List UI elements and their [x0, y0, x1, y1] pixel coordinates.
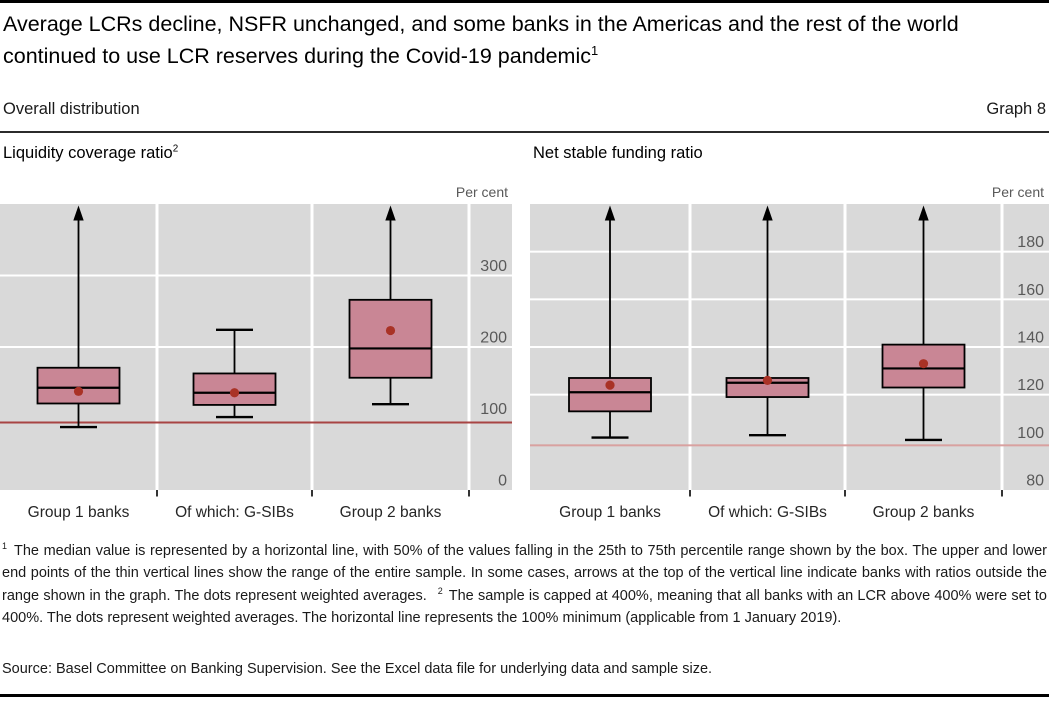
footnote-2-ref: 2 — [437, 585, 443, 596]
subtitle-label: Overall distribution — [3, 100, 140, 118]
panel-title-nsfr: Net stable funding ratio — [533, 144, 703, 163]
title-footnote-ref: 1 — [591, 42, 599, 58]
section-divider — [843, 204, 847, 490]
y-tick-label: 200 — [480, 330, 507, 347]
panel-title-lcr: Liquidity coverage ratio2 — [3, 144, 178, 163]
category-label: Of which: G-SIBs — [708, 504, 827, 521]
grid-line — [530, 346, 1049, 348]
graph-title: Average LCRs decline, NSFR unchanged, an… — [3, 9, 963, 72]
axis-tick — [844, 490, 846, 497]
panel-title-lcr-text: Liquidity coverage ratio — [3, 144, 173, 162]
section-divider — [1000, 204, 1004, 490]
header-divider — [0, 131, 1049, 133]
axis-tick — [311, 490, 313, 497]
weighted-average-dot — [73, 386, 84, 396]
iqr-box — [348, 298, 433, 379]
y-tick-label: 0 — [498, 473, 507, 490]
footnotes: 1 The median value is represented by a ho… — [2, 540, 1047, 630]
axis-tick — [468, 490, 470, 497]
source-line: Source: Basel Committee on Banking Super… — [2, 661, 713, 677]
grid-line — [0, 346, 512, 348]
category-label: Group 2 banks — [340, 504, 442, 521]
section-divider — [688, 204, 692, 490]
section-divider — [467, 204, 471, 490]
category-label: Group 2 banks — [873, 504, 975, 521]
unit-label-lcr: Per cent — [455, 184, 508, 200]
footnote-1-ref: 1 — [2, 541, 7, 552]
y-tick-label: 80 — [1026, 473, 1044, 490]
boxplot-nsfr: 80 100 120 140 160 180 Group 1 banks Of which: … — [530, 204, 1049, 521]
graph-title-text: Average LCRs decline, NSFR unchanged, an… — [3, 12, 959, 68]
section-divider — [310, 204, 314, 490]
arrow-up-icon — [918, 205, 929, 221]
arrow-up-icon — [73, 205, 84, 221]
unit-label-nsfr: Per cent — [991, 184, 1044, 200]
iqr-box — [36, 366, 121, 405]
y-tick-label: 160 — [1017, 282, 1044, 299]
axis-tick — [156, 490, 158, 497]
arrow-up-icon — [385, 205, 396, 221]
panel-title-nsfr-text: Net stable funding ratio — [533, 144, 703, 162]
axis-tick — [1001, 490, 1003, 497]
footnote-2-text: The sample is capped at 400%, meaning th… — [2, 587, 1047, 627]
grid-line — [0, 274, 512, 277]
weighted-average-dot — [762, 375, 773, 385]
category-label: Group 1 banks — [559, 504, 661, 521]
axis-tick — [689, 490, 691, 497]
y-tick-label: 140 — [1017, 330, 1044, 347]
weighted-average-dot — [385, 325, 396, 336]
section-divider — [155, 204, 159, 490]
weighted-average-dot — [605, 380, 615, 390]
arrow-up-icon — [604, 205, 616, 221]
top-rule — [0, 0, 1049, 3]
reference-line — [530, 444, 1049, 447]
subtitle-row: Overall distribution Graph 8 — [3, 100, 1046, 119]
y-tick-label: 120 — [1017, 377, 1044, 394]
weighted-average-dot — [229, 388, 240, 398]
bottom-rule — [0, 694, 1049, 697]
weighted-average-dot — [918, 359, 929, 369]
arrow-up-icon — [762, 205, 773, 221]
reference-line — [0, 421, 512, 424]
category-label: Group 1 banks — [28, 504, 130, 521]
y-tick-label: 180 — [1017, 234, 1044, 251]
y-tick-label: 100 — [1017, 425, 1044, 442]
panel-title-lcr-footnote-ref: 2 — [172, 143, 179, 155]
y-tick-label: 100 — [480, 401, 507, 418]
category-label: Of which: G-SIBs — [175, 504, 294, 521]
footnote-1-text: The median value is represented by a hor… — [2, 543, 1047, 604]
y-tick-label: 300 — [480, 258, 507, 275]
grid-line — [530, 298, 1049, 301]
graph-number-label: Graph 8 — [986, 100, 1046, 118]
boxplot-lcr: 0 100 200 300 Group 1 banks Of which: G-SIBs G… — [0, 204, 512, 521]
grid-line — [530, 250, 1049, 253]
